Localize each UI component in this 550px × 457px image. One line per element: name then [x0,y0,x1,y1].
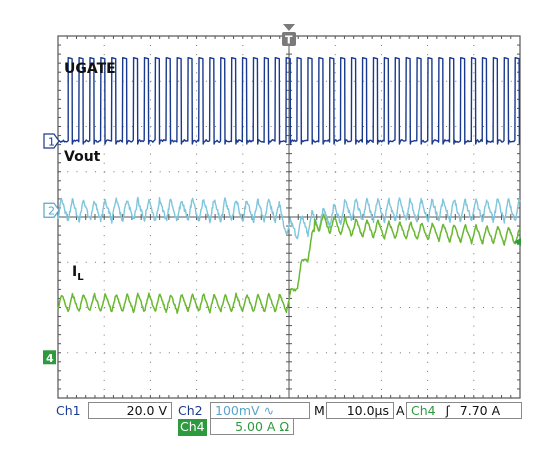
il-label-main: I [72,264,77,280]
trigger-slope-icon: ʃ [445,403,450,418]
ch1-marker-shape [43,133,60,149]
trigger-box: Ch4 ʃ 7.70 A [406,402,522,419]
ch4-scale: 5.00 A Ω [210,418,294,435]
ch1-marker: 1 [43,133,60,149]
ch4-marker-shape [43,350,56,365]
waveform-traces [57,57,521,314]
ch4-label: Ch4 [178,419,207,436]
timebase-value: 10.0µs [326,402,394,419]
trace-label-il: IL [72,264,84,283]
ch4-marker-number: 4 [46,352,54,365]
ugate-trace [57,57,521,145]
trace-label-vout: Vout [64,149,101,165]
trigger-source: Ch4 [411,403,436,418]
ch1-marker-number: 1 [48,135,55,148]
channel-markers: 1 2 4 T [43,24,521,365]
trigger-box [282,32,296,46]
trigger-level-marker [514,237,521,246]
ch2-scale-box: 100mV ∿ [210,402,310,419]
ch1-label: Ch1 [56,403,81,418]
ch2-label: Ch2 [178,403,203,418]
ch2-coupling-icon: ∿ [263,403,275,418]
trigger-letter: T [285,34,293,47]
il-label-subscript: L [77,272,84,283]
ch2-marker: 2 [43,202,60,218]
trigger-position-marker: T [282,24,296,47]
timebase-label: M [314,403,325,418]
trace-label-ugate: UGATE [64,61,116,77]
ch4-marker: 4 [43,350,56,365]
ch2-marker-number: 2 [48,205,55,218]
acquire-label: A [396,403,405,418]
trace-labels: UGATE Vout IL [64,61,116,283]
ch1-scale: 20.0 V [88,402,172,419]
vout-trace [57,196,521,240]
il-trace [57,213,521,314]
ch2-scale: 100mV [215,403,260,418]
ch2-marker-shape [43,202,60,218]
trigger-level: 7.70 A [459,403,501,418]
trigger-arrow [283,24,295,31]
